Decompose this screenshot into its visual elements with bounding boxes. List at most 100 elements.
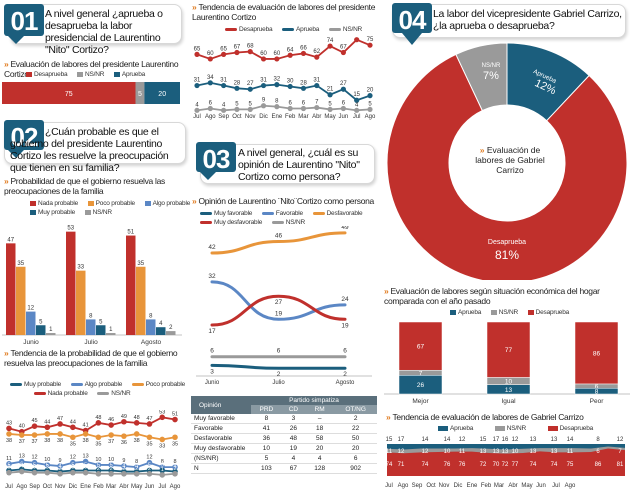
donut-slice-nsnr <box>455 42 508 112</box>
donut-label-desaprueba-name: Desaprueba <box>488 239 526 246</box>
data-label: 43 <box>6 420 12 426</box>
legend-aprueba: Aprueba <box>282 26 319 33</box>
carrizo-economia-title: » Evaluación de labores según situación e… <box>384 286 600 306</box>
data-label: 31 <box>194 78 201 84</box>
label-aprueba: 13 <box>530 437 537 443</box>
data-label: 27 <box>340 81 347 87</box>
x-tick-label: Oct <box>426 483 436 489</box>
x-tick-label: Mejor <box>412 398 429 405</box>
table-header-group: Partido simpatiza <box>251 396 377 405</box>
data-label: 4 <box>135 464 138 470</box>
x-tick-label: Ene <box>272 114 283 120</box>
data-label: 37 <box>19 439 25 445</box>
data-label: 4 <box>173 464 176 470</box>
table-row: Muy desfavorable 10 19 20 20 <box>191 443 377 454</box>
x-tick-label: Julio <box>84 339 98 346</box>
x-tick-label: May <box>324 114 335 120</box>
data-label: 44 <box>70 419 76 425</box>
data-label: 10 <box>108 457 114 463</box>
data-label: 68 <box>247 44 254 50</box>
data-label: 60 <box>207 51 214 57</box>
carrizo-trend-title: » Tendencia de evaluación de labores de G… <box>386 412 584 422</box>
legend-nada-probable: Nada probable <box>33 390 88 397</box>
data-point <box>70 424 76 431</box>
data-point <box>133 420 140 426</box>
bar-label: 51 <box>127 230 134 236</box>
x-tick-label: Sep <box>29 484 40 490</box>
label-nsnr: 13 <box>551 449 558 455</box>
bar-nsnr <box>166 331 176 335</box>
row-label: Favorable <box>191 423 251 434</box>
data-label: 9 <box>59 458 62 464</box>
data-label: 5 <box>110 462 113 468</box>
label-desaprueba: 75 <box>567 462 574 468</box>
x-tick-label: Agosto <box>336 380 355 386</box>
data-label: 4 <box>59 464 62 470</box>
x-tick-label: Ago <box>205 114 216 120</box>
data-point <box>260 103 267 109</box>
x-tick-label: Ago <box>565 483 576 489</box>
label-desaprueba: 74 <box>530 462 537 468</box>
data-point <box>146 421 153 427</box>
data-label: 74 <box>327 38 334 44</box>
q03-question: A nivel general, ¿cuál es su opinión de … <box>238 147 360 183</box>
q02-question: ¿Cuán probable es que el gobierno del pr… <box>10 126 169 174</box>
x-tick-label: Ene <box>80 484 91 490</box>
data-point <box>6 431 12 437</box>
label-aprueba: 14 <box>422 437 429 443</box>
data-label: 35 <box>95 441 101 447</box>
bar-label: 12 <box>27 306 34 312</box>
data-point <box>6 461 12 467</box>
data-label: 5 <box>97 462 100 468</box>
data-point <box>354 37 360 43</box>
data-point <box>159 472 166 478</box>
data-label: 8 <box>275 99 279 105</box>
data-point <box>70 469 76 476</box>
x-tick-label: Sep <box>218 114 229 120</box>
x-tick-label: Oct <box>232 114 242 120</box>
x-tick-label: Oct <box>43 484 53 490</box>
data-point <box>194 82 200 89</box>
data-point <box>31 469 38 476</box>
data-point <box>340 49 346 56</box>
table-row: (NS/NR) 5 4 4 6 <box>191 453 377 464</box>
bar-algoprobable <box>86 319 96 335</box>
data-label: 6 <box>210 348 214 355</box>
prob-trend-chart: Jul Ago Sep Oct Nov Dic Ene Feb Mar Abr May Jun Jul A… <box>5 410 181 490</box>
table-cell: 2 <box>334 414 377 424</box>
bar-label: 8 <box>595 389 599 396</box>
x-tick-label: May <box>131 484 142 490</box>
table-col-otng: OT/NG <box>334 405 377 414</box>
data-point <box>18 468 25 475</box>
data-point <box>108 470 114 477</box>
x-tick-label: Ene <box>467 483 478 489</box>
row-label: Desfavorable <box>191 433 251 444</box>
x-tick-label: Feb <box>481 483 492 489</box>
data-point <box>82 469 89 476</box>
bar-label: 7 <box>419 370 423 377</box>
bar-label: 8 <box>149 313 153 319</box>
row-label: Muy favorable <box>191 414 251 424</box>
x-tick-label: Junio <box>23 339 39 346</box>
data-point <box>121 463 127 469</box>
data-point <box>57 431 63 437</box>
data-label: 6 <box>288 100 292 106</box>
data-point <box>287 83 293 90</box>
table-cell: 3 <box>281 414 306 424</box>
data-point <box>247 106 253 113</box>
carrizo-economia-legend: Aprueba NS/NR Desaprueba <box>450 309 577 316</box>
data-point <box>354 107 360 113</box>
x-tick-label: Jul <box>552 483 560 489</box>
label-aprueba: 13 <box>551 437 558 443</box>
table-row: Favorable 41 26 18 22 <box>191 423 377 434</box>
bar-label: 35 <box>137 261 144 267</box>
label-nsnr: 11 <box>567 449 574 455</box>
table-cell: 20 <box>334 443 377 454</box>
q04-badge-tail <box>402 33 422 45</box>
table-cell: 22 <box>334 423 377 434</box>
label-aprueba: 14 <box>444 437 451 443</box>
data-label: 6 <box>277 348 281 355</box>
data-label: 51 <box>172 412 178 418</box>
label-nsnr: 10 <box>444 449 451 455</box>
data-label: 20 <box>367 88 374 94</box>
